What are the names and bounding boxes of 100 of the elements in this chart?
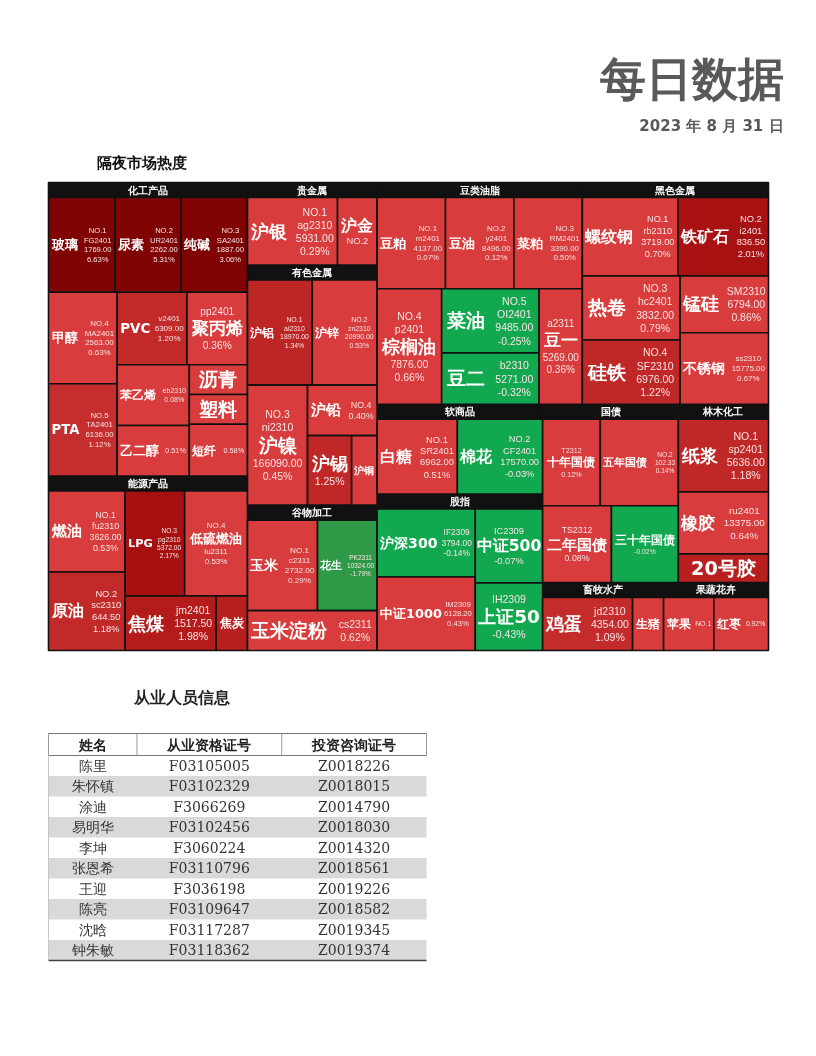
category-label: 红枣 — [715, 616, 741, 631]
text: Z0019345 — [318, 921, 391, 938]
data-label: 0.29% — [288, 576, 311, 586]
data-label: -0.32% — [497, 385, 531, 398]
data-label: 0.40% — [348, 410, 374, 421]
category-label: 短纤 — [191, 442, 217, 458]
text: v2401 — [158, 313, 181, 323]
category-label: 20号胶 — [691, 556, 756, 580]
category-label: 沪铝 — [249, 325, 275, 340]
text: NO.2 — [95, 588, 118, 599]
data-label: 1.20% — [157, 333, 181, 343]
text: 果蔬花卉 — [695, 584, 737, 596]
text: 股指 — [448, 496, 470, 508]
text: IF2309 — [443, 527, 470, 538]
category-label: 聚丙烯 — [190, 318, 243, 339]
data-label: 0.86% — [731, 311, 761, 323]
category-label: 棕榈油 — [381, 335, 437, 357]
text: NO.1 — [95, 509, 116, 520]
text: Z0014790 — [318, 798, 391, 815]
data-label: 0.08% — [564, 553, 590, 564]
text: 贵金属 — [296, 184, 328, 196]
text: TS2312 — [561, 524, 593, 535]
text: 15775.00 — [731, 364, 766, 373]
category-label: 豆油 — [447, 235, 475, 251]
category-label: 豆一 — [542, 330, 578, 351]
category-label: 十年国债 — [546, 455, 596, 470]
data-label: 0.53% — [204, 556, 228, 566]
category-label: 原油 — [50, 602, 84, 621]
category-label: 生猪 — [635, 616, 661, 631]
text: NO.4 — [350, 399, 372, 410]
text: 7876.00 — [390, 358, 429, 371]
category-label: 沪金 — [340, 215, 374, 235]
category-label: LPG — [128, 536, 153, 550]
text: 涂迪 — [78, 798, 107, 815]
text: F03117287 — [168, 921, 250, 938]
data-label: -0.03% — [504, 469, 535, 480]
text: 3832.00 — [636, 308, 675, 321]
text: 3626.00 — [89, 532, 122, 543]
text: ag2310 — [297, 218, 333, 231]
text: 836.50 — [736, 237, 766, 248]
text: 每日数据 — [598, 51, 784, 106]
text: Z0018226 — [318, 757, 391, 774]
data-label: -0.14% — [443, 548, 471, 559]
text: 6794.00 — [727, 299, 765, 311]
text: 4354.00 — [590, 617, 629, 630]
category-label: 中证1000 — [380, 606, 443, 622]
category-label: 沪锡 — [310, 453, 348, 475]
text: 林木化工 — [702, 406, 744, 418]
text: lu2311 — [204, 546, 228, 556]
text: 644.50 — [92, 612, 121, 623]
text: jd2310 — [594, 604, 626, 617]
text: 钟朱敏 — [70, 942, 114, 959]
data-label: 0.67% — [736, 374, 760, 384]
text: 1517.50 — [174, 617, 213, 630]
text: 17570.00 — [500, 457, 540, 468]
data-label: 0.36% — [202, 339, 232, 351]
data-label: 1.25% — [314, 475, 345, 488]
category-label: 玻璃 — [50, 237, 78, 253]
category-label: PTA — [51, 422, 81, 438]
text: 166090.00 — [252, 456, 303, 469]
category-label: 硅铁 — [586, 360, 627, 384]
data-label: 0.62% — [340, 631, 371, 644]
category-label: 中证500 — [476, 536, 542, 555]
text: IC2309 — [493, 525, 524, 536]
category-label: 苹果 — [665, 616, 692, 631]
text: 3794.00 — [441, 537, 472, 548]
text: a2311 — [547, 318, 575, 330]
text: SR2401 — [420, 445, 454, 457]
text: 3719.00 — [641, 237, 675, 248]
category-label: 沪锌 — [314, 325, 340, 340]
text: ss2310 — [735, 353, 762, 363]
text: NO.4 — [397, 309, 422, 322]
text: F03102456 — [168, 819, 250, 836]
text: p2401 — [394, 322, 424, 335]
text: OI2401 — [497, 308, 532, 321]
text: Z0018561 — [318, 860, 391, 877]
data-label: 0.29% — [299, 244, 330, 257]
category-label: 从业资格证号 — [166, 736, 252, 753]
text: sc2310 — [91, 600, 122, 611]
text: 9485.00 — [495, 321, 534, 334]
text: NO.2 — [740, 214, 762, 225]
text: 朱怀镇 — [71, 778, 114, 795]
category-label: 铁矿石 — [679, 227, 729, 246]
text: b2310 — [499, 359, 529, 372]
data-label: 0.64% — [730, 529, 759, 541]
category-label: 投资咨询证号 — [311, 736, 397, 753]
category-label: 菜粕 — [515, 235, 543, 251]
category-label: 姓名 — [77, 736, 107, 753]
text: Z0019226 — [318, 880, 391, 897]
text: 5931.00 — [295, 231, 334, 244]
category-label: PVC — [120, 320, 151, 337]
text: c2311 — [288, 555, 311, 565]
data-label: 1.98% — [178, 630, 209, 643]
data-label: 0.51% — [423, 468, 451, 480]
text: NO.1 — [733, 429, 759, 442]
text: NO.1 — [290, 545, 309, 555]
text: 陈里 — [78, 757, 107, 774]
text: 从业人员信息 — [132, 688, 231, 707]
category-label: 玉米淀粉 — [250, 620, 329, 642]
text: NO.3 — [642, 282, 668, 295]
